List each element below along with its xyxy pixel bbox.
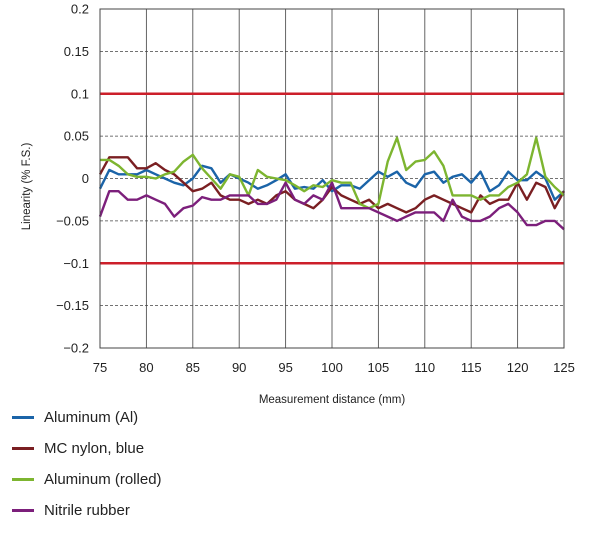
limit-lines (100, 92, 564, 265)
legend-swatch (12, 509, 34, 512)
legend-swatch (12, 416, 34, 419)
x-tick-label: 125 (553, 360, 575, 375)
series-line-aluminum-rolled (100, 136, 565, 210)
y-tick-label: 0.15 (64, 44, 89, 59)
plot-frame (99, 8, 565, 349)
y-axis-label: Linearity (% F.S.) (21, 143, 33, 231)
legend-swatch (12, 447, 34, 450)
legend-label: Aluminum (Al) (44, 409, 139, 426)
legend-item-mc-nylon-blue: MC nylon, blue (12, 433, 162, 464)
x-tick-label: 90 (232, 360, 246, 375)
series-line-nitrile-rubber (98, 181, 565, 231)
x-tick-label: 95 (278, 360, 292, 375)
series-line-mc-nylon-blue (98, 156, 566, 214)
y-tick-label: −0.15 (56, 298, 89, 313)
legend-label: MC nylon, blue (44, 440, 145, 457)
x-tick-labels: 75 80 85 90 95 100 105 110 115 120 125 (93, 360, 575, 375)
series-line-aluminum-al (98, 164, 565, 201)
legend-item-nitrile-rubber: Nitrile rubber (12, 495, 162, 526)
legend-item-aluminum-al: Aluminum (Al) (12, 402, 162, 433)
x-tick-label: 80 (139, 360, 153, 375)
x-tick-label: 75 (93, 360, 107, 375)
x-tick-label: 100 (321, 360, 343, 375)
chart-grid (100, 9, 564, 348)
y-tick-label: −0.2 (63, 341, 89, 356)
x-tick-label: 115 (461, 360, 482, 375)
x-tick-label: 110 (414, 360, 435, 375)
y-tick-label: 0.2 (71, 2, 89, 17)
legend-label: Nitrile rubber (44, 502, 130, 519)
series-layer (98, 136, 566, 231)
legend-swatch (12, 478, 34, 481)
legend-item-aluminum-rolled: Aluminum (rolled) (12, 464, 162, 495)
legend-label: Aluminum (rolled) (44, 471, 162, 488)
x-tick-label: 85 (186, 360, 200, 375)
y-tick-label: 0 (82, 171, 89, 186)
x-tick-label: 105 (368, 360, 390, 375)
x-axis-label: Measurement distance (mm) (259, 394, 406, 406)
legend: Aluminum (Al) MC nylon, blue Aluminum (rol… (12, 402, 162, 526)
y-tick-label: −0.1 (63, 256, 89, 271)
y-tick-label: 0.05 (64, 129, 89, 144)
y-tick-labels: 0.2 0.15 0.1 0.05 0 −0.05 −0.1 −0.15 −0.2 (56, 2, 89, 356)
x-tick-label: 120 (507, 360, 529, 375)
y-tick-label: 0.1 (71, 86, 89, 101)
y-tick-label: −0.05 (56, 213, 89, 228)
